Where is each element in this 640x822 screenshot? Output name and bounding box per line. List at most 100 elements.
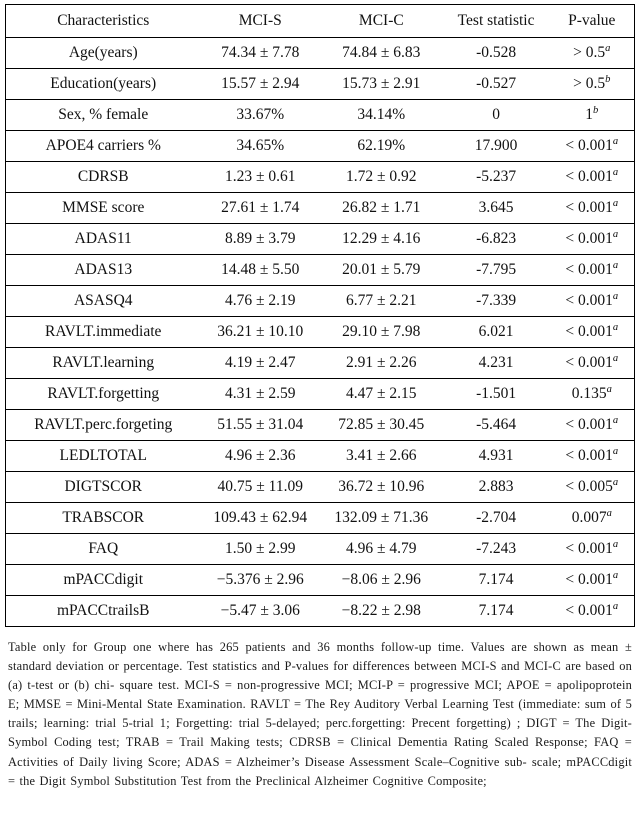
p-value-test-type-superscript: a xyxy=(612,445,619,457)
mci-c-value-cell: 36.72 ± 10.96 xyxy=(319,471,443,503)
test-statistic-cell: 4.931 xyxy=(442,440,550,472)
col-header-mci-c: MCI-C xyxy=(319,4,443,38)
p-value-test-type-superscript: b xyxy=(593,104,599,116)
p-value-cell: > 0.5b xyxy=(549,68,635,100)
p-value-cell: 0.135a xyxy=(549,378,635,410)
mci-s-value-cell: −5.47 ± 3.06 xyxy=(200,595,320,627)
characteristic-cell: RAVLT.forgetting xyxy=(5,378,201,410)
test-statistic-cell: -5.237 xyxy=(442,161,550,193)
table-row: RAVLT.immediate 36.21 ± 10.10 29.10 ± 7.98… xyxy=(5,316,635,348)
p-value-cell: < 0.001a xyxy=(549,564,635,596)
test-statistic-cell: -7.339 xyxy=(442,285,550,317)
mci-s-value-cell: 36.21 ± 10.10 xyxy=(200,316,320,348)
mci-s-value-cell: 4.96 ± 2.36 xyxy=(200,440,320,472)
table-row: RAVLT.perc.forgeting 51.55 ± 31.04 72.85 ±… xyxy=(5,409,635,441)
p-value-cell: < 0.001a xyxy=(549,409,635,441)
characteristic-cell: RAVLT.immediate xyxy=(5,316,201,348)
characteristic-cell: RAVLT.learning xyxy=(5,347,201,379)
characteristic-cell: APOE4 carriers % xyxy=(5,130,201,162)
table-row: RAVLT.forgetting 4.31 ± 2.59 4.47 ± 2.15 -1… xyxy=(5,378,635,410)
mci-s-value-cell: 8.89 ± 3.79 xyxy=(200,223,320,255)
mci-s-value-cell: 4.76 ± 2.19 xyxy=(200,285,320,317)
characteristic-cell: CDRSB xyxy=(5,161,201,193)
p-value-test-type-superscript: a xyxy=(612,476,619,488)
table-row: ASASQ4 4.76 ± 2.19 6.77 ± 2.21 -7.339 < 0.00… xyxy=(5,285,635,317)
mci-s-value-cell: 4.31 ± 2.59 xyxy=(200,378,320,410)
characteristic-cell: MMSE score xyxy=(5,192,201,224)
characteristic-cell: ADAS13 xyxy=(5,254,201,286)
mci-s-value-cell: 34.65% xyxy=(200,130,320,162)
test-statistic-cell: 2.883 xyxy=(442,471,550,503)
characteristic-cell: RAVLT.perc.forgeting xyxy=(5,409,201,441)
mci-c-value-cell: 4.96 ± 4.79 xyxy=(319,533,443,565)
test-statistic-cell: -0.528 xyxy=(442,37,550,69)
table-row: DIGTSCOR 40.75 ± 11.09 36.72 ± 10.96 2.883 <… xyxy=(5,471,635,503)
table-row: ADAS11 8.89 ± 3.79 12.29 ± 4.16 -6.823 < 0.0… xyxy=(5,223,635,255)
mci-s-value-cell: 4.19 ± 2.47 xyxy=(200,347,320,379)
mci-c-value-cell: 15.73 ± 2.91 xyxy=(319,68,443,100)
test-statistic-cell: 7.174 xyxy=(442,595,550,627)
table-row: MMSE score 27.61 ± 1.74 26.82 ± 1.71 3.645 <… xyxy=(5,192,635,224)
p-value-cell: 1b xyxy=(549,99,635,131)
mci-c-value-cell: 3.41 ± 2.66 xyxy=(319,440,443,472)
p-value-test-type-superscript: a xyxy=(612,135,619,147)
p-value-cell: < 0.001a xyxy=(549,285,635,317)
characteristic-cell: LEDLTOTAL xyxy=(5,440,201,472)
mci-c-value-cell: 62.19% xyxy=(319,130,443,162)
p-value-test-type-superscript: a xyxy=(612,228,619,240)
test-statistic-cell: 17.900 xyxy=(442,130,550,162)
p-value-test-type-superscript: a xyxy=(606,507,612,519)
p-value-cell: 0.007a xyxy=(549,502,635,534)
mci-c-value-cell: 20.01 ± 5.79 xyxy=(319,254,443,286)
p-value-cell: < 0.001a xyxy=(549,347,635,379)
test-statistic-cell: -2.704 xyxy=(442,502,550,534)
test-statistic-cell: 7.174 xyxy=(442,564,550,596)
p-value-test-type-superscript: a xyxy=(612,166,619,178)
test-statistic-cell: 4.231 xyxy=(442,347,550,379)
table-row: Education(years) 15.57 ± 2.94 15.73 ± 2.91… xyxy=(5,68,635,100)
test-statistic-cell: 0 xyxy=(442,99,550,131)
p-value-cell: > 0.5a xyxy=(549,37,635,69)
characteristic-cell: Sex, % female xyxy=(5,99,201,131)
characteristic-cell: FAQ xyxy=(5,533,201,565)
test-statistic-cell: -5.464 xyxy=(442,409,550,441)
p-value-cell: < 0.001a xyxy=(549,440,635,472)
p-value-test-type-superscript: a xyxy=(612,569,619,581)
test-statistic-cell: -1.501 xyxy=(442,378,550,410)
p-value-test-type-superscript: a xyxy=(612,414,619,426)
p-value-test-type-superscript: a xyxy=(612,321,619,333)
mci-s-value-cell: 51.55 ± 31.04 xyxy=(200,409,320,441)
mci-c-value-cell: 12.29 ± 4.16 xyxy=(319,223,443,255)
p-value-cell: < 0.001a xyxy=(549,533,635,565)
col-header-p-value: P-value xyxy=(549,4,635,38)
mci-c-value-cell: 6.77 ± 2.21 xyxy=(319,285,443,317)
mci-s-value-cell: 27.61 ± 1.74 xyxy=(200,192,320,224)
mci-c-value-cell: 2.91 ± 2.26 xyxy=(319,347,443,379)
table-caption: Table only for Group one where has 265 p… xyxy=(8,640,632,788)
mci-c-value-cell: 26.82 ± 1.71 xyxy=(319,192,443,224)
test-statistic-cell: -7.243 xyxy=(442,533,550,565)
col-header-test-statistic: Test statistic xyxy=(442,4,550,38)
mci-s-value-cell: 74.34 ± 7.78 xyxy=(200,37,320,69)
mci-c-value-cell: −8.22 ± 2.98 xyxy=(319,595,443,627)
mci-s-value-cell: 1.50 ± 2.99 xyxy=(200,533,320,565)
table-row: APOE4 carriers % 34.65% 62.19% 17.900 < 0.00… xyxy=(5,130,635,162)
mci-c-value-cell: 74.84 ± 6.83 xyxy=(319,37,443,69)
mci-c-value-cell: 29.10 ± 7.98 xyxy=(319,316,443,348)
characteristic-cell: ADAS11 xyxy=(5,223,201,255)
characteristic-cell: Age(years) xyxy=(5,37,201,69)
table-row: mPACCdigit −5.376 ± 2.96 −8.06 ± 2.96 7.174… xyxy=(5,564,635,596)
test-statistic-cell: 6.021 xyxy=(442,316,550,348)
table-body: Age(years) 74.34 ± 7.78 74.84 ± 6.83 -0.528… xyxy=(5,37,635,627)
mci-s-value-cell: 15.57 ± 2.94 xyxy=(200,68,320,100)
characteristic-cell: DIGTSCOR xyxy=(5,471,201,503)
mci-c-value-cell: 34.14% xyxy=(319,99,443,131)
mci-s-value-cell: 33.67% xyxy=(200,99,320,131)
p-value-test-type-superscript: a xyxy=(606,383,612,395)
mci-c-value-cell: 1.72 ± 0.92 xyxy=(319,161,443,193)
p-value-cell: < 0.001a xyxy=(549,223,635,255)
mci-c-value-cell: 132.09 ± 71.36 xyxy=(319,502,443,534)
characteristic-cell: mPACCtrailsB xyxy=(5,595,201,627)
table-row: ADAS13 14.48 ± 5.50 20.01 ± 5.79 -7.795 < 0.… xyxy=(5,254,635,286)
characteristics-table: Characteristics MCI-S MCI-C Test statist… xyxy=(5,4,635,627)
